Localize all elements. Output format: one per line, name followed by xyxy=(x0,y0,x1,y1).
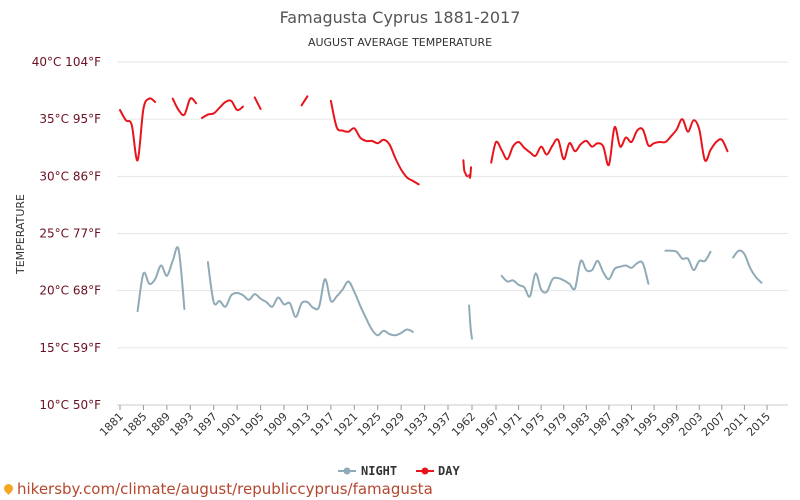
legend-item-night[interactable]: NIGHT xyxy=(338,464,397,478)
x-tick-label: 1962 xyxy=(449,410,478,439)
x-tick-label: 2003 xyxy=(676,410,705,439)
series-line-night xyxy=(136,246,186,313)
legend-item-day[interactable]: DAY xyxy=(416,464,460,478)
series-line-day xyxy=(462,159,469,178)
x-tick-label: 1971 xyxy=(496,410,525,439)
y-tick-label: 30°C 86°F xyxy=(39,169,101,183)
x-tick-label: 1991 xyxy=(609,410,638,439)
series-line-day xyxy=(253,96,262,110)
y-axis-label: TEMPERATURE xyxy=(14,194,27,275)
x-tick-label: 1913 xyxy=(285,410,314,439)
y-tick-label: 20°C 68°F xyxy=(39,284,101,298)
x-tick-label: 1975 xyxy=(518,410,547,439)
x-tick-label: 2015 xyxy=(744,410,773,439)
series-lines xyxy=(119,95,763,340)
x-tick-label: 1995 xyxy=(631,410,660,439)
x-tick-label: 1933 xyxy=(402,410,431,439)
series-line-night xyxy=(500,259,650,298)
x-tick-label: 1979 xyxy=(541,410,570,439)
legend-night-marker xyxy=(343,467,351,475)
series-line-day xyxy=(171,97,198,117)
grid-lines xyxy=(117,61,788,406)
x-tick-label: 1917 xyxy=(308,410,337,439)
x-tick-label: 1905 xyxy=(238,410,267,439)
legend-day-label: DAY xyxy=(438,464,460,478)
series-line-night xyxy=(206,261,414,337)
y-tick-label: 25°C 77°F xyxy=(39,227,101,241)
x-tick-label: 1921 xyxy=(331,410,360,439)
x-tick-label: 1929 xyxy=(378,410,407,439)
series-line-night xyxy=(468,304,473,340)
y-tick-label: 35°C 95°F xyxy=(39,112,101,126)
y-tick-label: 40°C 104°F xyxy=(32,55,101,69)
series-day xyxy=(119,95,729,186)
y-tick-label: 15°C 59°F xyxy=(39,341,101,355)
x-tick-label: 1889 xyxy=(144,410,173,439)
x-tick-label: 1881 xyxy=(97,410,126,439)
legend-night-label: NIGHT xyxy=(361,464,397,478)
series-line-night xyxy=(732,249,763,284)
series-line-day xyxy=(201,99,244,119)
x-tick-label: 1983 xyxy=(563,410,592,439)
series-line-day xyxy=(329,99,420,186)
x-tick-label: 1967 xyxy=(473,410,502,439)
map-pin-icon xyxy=(2,482,15,495)
y-tick-label: 10°C 50°F xyxy=(39,398,101,412)
y-axis-ticks: 10°C 50°F 15°C 59°F 20°C 68°F 25°C 77°F 30°C… xyxy=(32,55,101,412)
watermark[interactable]: hikersby.com/climate/august/republiccypr… xyxy=(2,480,433,498)
x-tick-label: 1925 xyxy=(355,410,384,439)
x-tick-label: 2011 xyxy=(722,410,751,439)
chart-subtitle: AUGUST AVERAGE TEMPERATURE xyxy=(308,36,492,49)
watermark-text: hikersby.com/climate/august/republiccypr… xyxy=(17,480,433,498)
x-tick-label: 1901 xyxy=(214,410,243,439)
x-tick-label: 1893 xyxy=(167,410,196,439)
x-tick-label: 1987 xyxy=(586,410,615,439)
legend-day-marker xyxy=(421,467,429,475)
x-tick-label: 2007 xyxy=(699,410,728,439)
series-line-day xyxy=(119,97,157,162)
series-line-day xyxy=(468,166,472,179)
legend[interactable]: NIGHT DAY xyxy=(338,464,460,478)
x-tick-label: 1999 xyxy=(654,410,683,439)
series-night xyxy=(136,246,763,340)
x-tick-label: 1885 xyxy=(121,410,150,439)
x-axis-ticks: 1881188518891893189719011905190919131917… xyxy=(97,404,788,439)
x-tick-label: 1909 xyxy=(261,410,290,439)
series-line-day xyxy=(300,95,309,107)
x-tick-label: 1897 xyxy=(191,410,220,439)
chart-title: Famagusta Cyprus 1881-2017 xyxy=(280,8,521,27)
x-tick-label: 1937 xyxy=(425,410,454,439)
series-line-night xyxy=(664,249,712,272)
series-line-day xyxy=(490,118,729,167)
